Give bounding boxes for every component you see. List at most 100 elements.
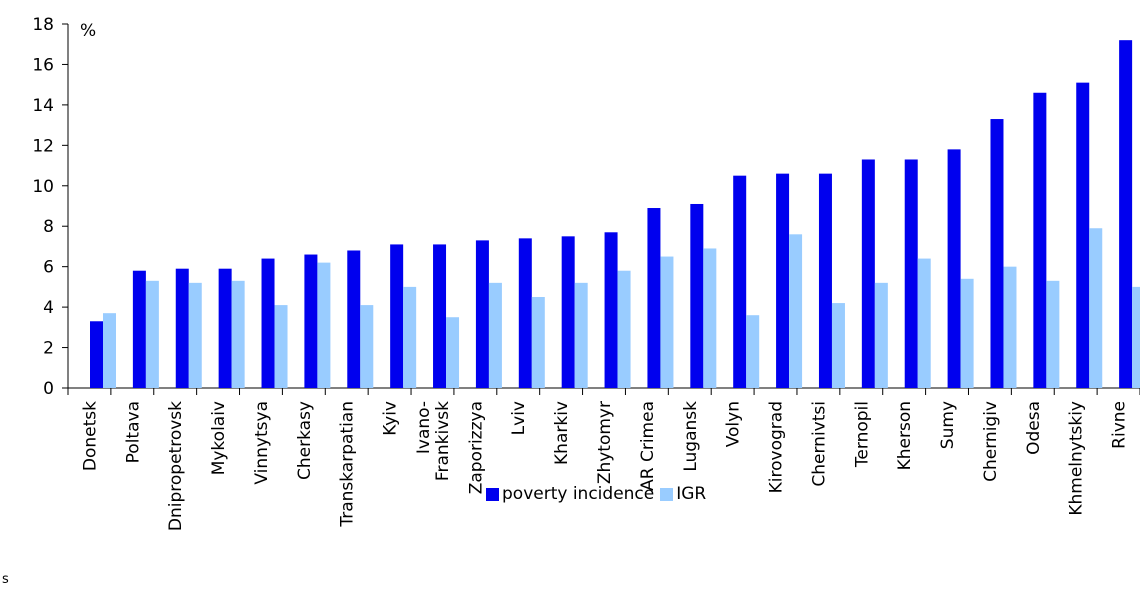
x-tick-label: Zaporizzya <box>466 401 486 494</box>
bar-poverty-incidence <box>1076 82 1090 389</box>
legend-item-igr: IGR <box>660 484 706 504</box>
y-tick-label: 18 <box>32 15 54 35</box>
y-tick-label: 2 <box>43 339 54 359</box>
x-tick-label-line: Zhytomyr <box>595 401 615 484</box>
x-tick-label-line: Kirovograd <box>767 401 787 493</box>
x-tick-label: Volyn <box>724 401 744 447</box>
bar-poverty-incidence <box>304 254 318 388</box>
bar-poverty-incidence <box>1119 40 1133 389</box>
bar-poverty-incidence <box>604 232 618 388</box>
x-tick-label: AR Crimea <box>638 401 658 491</box>
y-tick-label: 4 <box>43 298 54 318</box>
x-tick-label: Vinnytsya <box>252 401 272 485</box>
x-tick-label-line: Kyiv <box>381 401 401 436</box>
x-tick-label: Dnipropetrovsk <box>166 401 186 531</box>
bar-igr <box>917 258 931 388</box>
x-tick-label-line: Mykolaiv <box>209 401 229 475</box>
bar-poverty-incidence <box>947 149 961 388</box>
bar-igr <box>1132 286 1140 388</box>
x-tick-label: Rivne <box>1110 401 1130 449</box>
x-tick-label-line: Kherson <box>895 401 915 470</box>
bar-igr <box>574 282 588 388</box>
bar-igr <box>188 282 202 388</box>
bar-igr <box>660 256 674 388</box>
x-tick-label: Kyiv <box>381 401 401 436</box>
x-tick-label: Transkarpatian <box>338 401 358 528</box>
bar-igr <box>1046 280 1060 388</box>
bar-poverty-incidence <box>518 238 532 388</box>
y-tick-label: 12 <box>32 136 54 156</box>
x-tick-label-line: Rivne <box>1110 401 1130 449</box>
x-tick-label-line: Chernigiv <box>981 401 1001 482</box>
x-tick-label: Sumy <box>938 401 958 449</box>
x-tick-label-line: Volyn <box>724 401 744 447</box>
y-tick-label: 8 <box>43 217 54 237</box>
bar-igr <box>360 305 374 388</box>
bar-poverty-incidence <box>390 244 404 388</box>
bar-igr <box>746 315 760 388</box>
bar-igr <box>1003 266 1017 388</box>
legend: poverty incidence IGR <box>486 484 712 504</box>
bar-poverty-incidence <box>475 240 489 388</box>
bar-igr <box>789 234 803 388</box>
x-tick-label: Zhytomyr <box>595 401 615 484</box>
bar-poverty-incidence <box>132 270 146 388</box>
bar-igr <box>703 248 717 388</box>
x-tick-label: Odesa <box>1024 401 1044 455</box>
x-tick-label-line: Chernivtsi <box>809 401 829 487</box>
bar-poverty-incidence <box>861 159 875 388</box>
x-tick-label-line: Donetsk <box>80 401 100 471</box>
x-tick-label-line: Kharkiv <box>552 401 572 465</box>
bar-poverty-incidence <box>818 173 832 388</box>
bar-igr <box>831 303 845 388</box>
legend-label-poverty-incidence: poverty incidence <box>502 484 655 504</box>
bar-igr <box>103 313 116 388</box>
x-tick-label-line: Sumy <box>938 401 958 449</box>
x-tick-label-line: Vinnytsya <box>252 401 272 485</box>
x-tick-label-line: Ternopil <box>852 401 872 468</box>
bar-poverty-incidence <box>733 175 747 388</box>
x-tick-label-line: Transkarpatian <box>338 401 358 528</box>
x-tick-label-line: Lviv <box>509 401 529 435</box>
bar-poverty-incidence <box>347 250 361 388</box>
bar-igr <box>145 280 159 388</box>
bar-igr <box>488 282 502 388</box>
x-tick-label: Ivano-Frankivsk <box>414 401 453 481</box>
x-tick-label-line: Ivano- <box>414 401 434 454</box>
x-tick-label: Poltava <box>123 401 143 463</box>
legend-swatch-igr <box>660 487 674 501</box>
bar-poverty-incidence <box>647 208 661 388</box>
x-tick-label: Kharkiv <box>552 401 572 465</box>
stray-mark: s <box>2 572 9 587</box>
bar-poverty-incidence <box>776 173 790 388</box>
bar-igr <box>1089 228 1103 388</box>
y-tick-label: 16 <box>32 55 54 75</box>
y-tick-label: 14 <box>32 96 54 116</box>
x-tick-label-line: Poltava <box>123 401 143 463</box>
legend-label-igr: IGR <box>676 484 707 504</box>
bar-poverty-incidence <box>561 236 575 388</box>
bar-igr <box>617 270 631 388</box>
bar-igr <box>874 282 888 388</box>
bar-poverty-incidence <box>175 268 189 388</box>
x-tick-label-line: Cherkasy <box>295 401 315 480</box>
bar-poverty-incidence <box>218 268 232 388</box>
bar-poverty-incidence <box>1033 92 1047 388</box>
bar-poverty-incidence <box>690 203 704 388</box>
x-tick-label-line: Odesa <box>1024 401 1044 455</box>
bar-igr <box>531 297 545 388</box>
bar-poverty-incidence <box>433 244 447 388</box>
x-tick-label: Chernivtsi <box>809 401 829 487</box>
bar-igr <box>274 305 288 388</box>
x-tick-label: Kherson <box>895 401 915 470</box>
bar-igr <box>317 262 331 388</box>
bar-poverty-incidence <box>990 119 1004 389</box>
x-tick-label-line: Khmelnytskiy <box>1067 401 1087 516</box>
x-tick-label: Lugansk <box>681 401 701 472</box>
legend-item-poverty-incidence: poverty incidence <box>486 484 654 504</box>
x-tick-label: Ternopil <box>852 401 872 468</box>
y-tick-label: 0 <box>43 379 54 399</box>
bar-igr <box>231 280 245 388</box>
bar-igr <box>446 317 460 388</box>
